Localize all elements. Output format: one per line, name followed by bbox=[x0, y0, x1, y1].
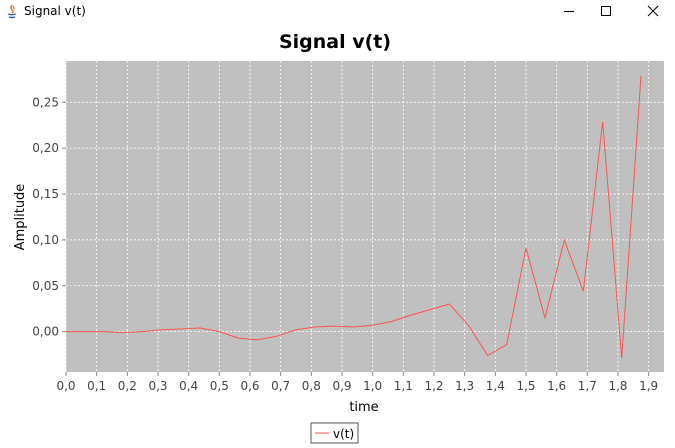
minimize-icon bbox=[564, 11, 574, 12]
y-tick-label: 0,25 bbox=[32, 95, 59, 109]
y-tick-label: 0,20 bbox=[32, 141, 59, 155]
x-tick-label: 0,2 bbox=[118, 379, 137, 393]
y-axis-label: Amplitude bbox=[13, 184, 28, 251]
x-tick-label: 1,2 bbox=[424, 379, 443, 393]
java-app-icon bbox=[7, 4, 17, 19]
window-titlebar: Signal v(t) bbox=[0, 0, 675, 22]
x-tick-label: 0,7 bbox=[271, 379, 290, 393]
y-tick-label: 0,10 bbox=[32, 233, 59, 247]
x-tick-label: 1,4 bbox=[486, 379, 505, 393]
axis-ticks: 0,0 0,1 0,2 0,3 0,4 0,5 0,6 0,7 0,8 0,9 1,0 1,1 1,2 1… bbox=[32, 95, 658, 393]
maximize-button[interactable] bbox=[586, 0, 626, 22]
x-tick-label: 0,6 bbox=[240, 379, 259, 393]
y-tick-label: 0,00 bbox=[32, 325, 59, 339]
y-tick-label: 0,05 bbox=[32, 279, 59, 293]
x-tick-label: 0,5 bbox=[210, 379, 229, 393]
x-tick-label: 0,4 bbox=[179, 379, 198, 393]
series-line-v-t bbox=[66, 75, 642, 359]
legend-label: v(t) bbox=[333, 427, 354, 441]
x-tick-label: 1,8 bbox=[608, 379, 627, 393]
y-tick-label: 0,15 bbox=[32, 187, 59, 201]
x-axis-label: time bbox=[349, 400, 378, 415]
x-tick-label: 0,1 bbox=[87, 379, 106, 393]
x-tick-label: 1,5 bbox=[516, 379, 535, 393]
close-icon bbox=[647, 5, 659, 17]
legend-box bbox=[310, 422, 359, 444]
maximize-icon bbox=[601, 6, 611, 16]
legend: v(t) bbox=[310, 422, 359, 444]
x-tick-label: 0,3 bbox=[148, 379, 167, 393]
x-tick-label: 1,3 bbox=[455, 379, 474, 393]
signal-chart: Signal v(t) 0,0 0,1 0,2 0,3 0,4 0,5 0,6 0,7 0,8 0… bbox=[13, 31, 664, 444]
x-tick-label: 1,7 bbox=[578, 379, 597, 393]
minimize-button[interactable] bbox=[549, 0, 589, 22]
x-tick-label: 1,1 bbox=[394, 379, 413, 393]
plot-background bbox=[66, 61, 664, 372]
close-button[interactable] bbox=[633, 0, 673, 22]
x-tick-label: 1,6 bbox=[547, 379, 566, 393]
x-tick-label: 1,0 bbox=[363, 379, 382, 393]
x-tick-label: 1,9 bbox=[639, 379, 658, 393]
chart-panel: Signal v(t) 0,0 0,1 0,2 0,3 0,4 0,5 0,6 0,7 0,8 0… bbox=[0, 22, 675, 448]
x-tick-label: 0,0 bbox=[56, 379, 75, 393]
x-tick-label: 0,8 bbox=[302, 379, 321, 393]
window-title: Signal v(t) bbox=[24, 4, 86, 18]
x-tick-label: 0,9 bbox=[332, 379, 351, 393]
chart-title: Signal v(t) bbox=[279, 31, 391, 53]
